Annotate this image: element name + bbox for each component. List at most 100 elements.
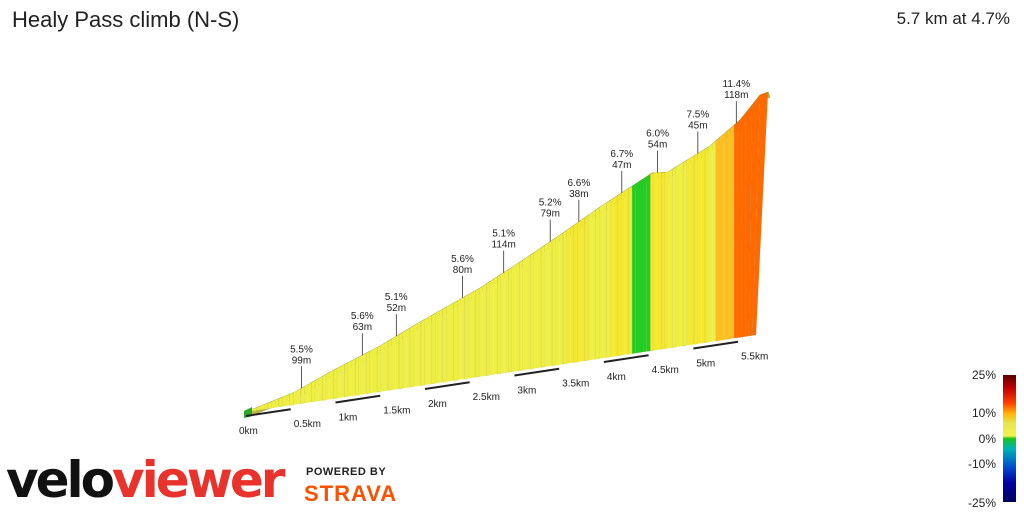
legend-label-0: 0% bbox=[978, 432, 996, 446]
profile-strip bbox=[544, 242, 549, 367]
profile-strip bbox=[581, 217, 585, 362]
x-tick-label: 0km bbox=[239, 426, 258, 437]
profile-strip bbox=[577, 220, 582, 362]
profile-strip bbox=[610, 197, 614, 357]
profile-strip bbox=[584, 214, 589, 362]
profile-strip bbox=[704, 146, 709, 343]
profile-strip bbox=[551, 237, 556, 367]
legend-label-10: 10% bbox=[971, 406, 996, 420]
profile-strip bbox=[664, 171, 669, 349]
profile-strip bbox=[304, 384, 308, 404]
profile-strip bbox=[453, 300, 458, 381]
profile-strip bbox=[752, 92, 768, 336]
profile-strip bbox=[635, 181, 640, 354]
profile-strip bbox=[344, 362, 349, 398]
profile-strip bbox=[329, 370, 334, 400]
segment-length-label: 79m bbox=[540, 209, 559, 220]
profile-strip bbox=[566, 227, 571, 364]
profile-strip bbox=[442, 306, 447, 383]
segment-length-label: 52m bbox=[387, 303, 406, 314]
profile-strip bbox=[548, 240, 552, 367]
profile-strip bbox=[501, 271, 505, 374]
profile-strip bbox=[708, 144, 713, 343]
profile-strip bbox=[391, 336, 396, 390]
profile-strip bbox=[431, 312, 436, 385]
profile-strip bbox=[322, 373, 327, 401]
profile-strip bbox=[661, 171, 666, 350]
profile-strip bbox=[654, 172, 658, 351]
profile-strip bbox=[741, 113, 746, 338]
profile-strip bbox=[573, 222, 578, 363]
profile-strip bbox=[493, 276, 498, 375]
axis-segment bbox=[514, 367, 560, 377]
profile-strip bbox=[537, 247, 542, 368]
profile-strip bbox=[671, 166, 677, 348]
profile-strip bbox=[380, 343, 385, 392]
profile-strip bbox=[275, 398, 279, 408]
climb-summary: 5.7 km at 4.7% bbox=[896, 9, 1010, 28]
profile-strip bbox=[632, 183, 636, 354]
segment-length-label: 54m bbox=[648, 140, 667, 151]
x-tick-label: 3km bbox=[517, 385, 536, 396]
profile-strip bbox=[365, 350, 371, 395]
profile-strip bbox=[723, 131, 727, 340]
profile-strip bbox=[282, 395, 287, 407]
profile-strip bbox=[376, 345, 382, 393]
profile-strip bbox=[693, 153, 698, 345]
profile-strip bbox=[300, 386, 305, 405]
profile-strip bbox=[559, 232, 563, 365]
axis-segment bbox=[693, 340, 739, 350]
distance-axis: 0km 0.5km 1km 1.5km 2km 2.5km 3km 3.5km 4km 4.5km… bbox=[239, 340, 768, 437]
profile-strip bbox=[424, 317, 429, 386]
profile-strip bbox=[737, 117, 742, 339]
profile-strip bbox=[475, 288, 480, 378]
profile-strip bbox=[628, 185, 633, 355]
axis-segment bbox=[603, 354, 649, 363]
profile-face bbox=[244, 92, 768, 418]
profile-strip bbox=[562, 229, 567, 365]
segment-length-label: 38m bbox=[569, 189, 588, 200]
profile-strip bbox=[646, 174, 651, 352]
segment-length-label: 118m bbox=[724, 90, 748, 101]
page-title: Healy Pass climb (N-S) bbox=[12, 7, 240, 32]
x-tick-label: 3.5km bbox=[562, 379, 589, 390]
profile-strip bbox=[686, 158, 691, 346]
segment-gradient-label: 6.7% bbox=[610, 149, 633, 160]
profile-strip bbox=[682, 159, 688, 347]
profile-strip bbox=[606, 199, 611, 358]
profile-strip bbox=[592, 210, 596, 360]
segment-annotations: 5.5%99m5.6%63m5.1%52m5.6%80m5.1%114m5.2%… bbox=[290, 79, 750, 389]
profile-strip bbox=[311, 380, 316, 403]
profile-strip bbox=[435, 311, 440, 384]
powered-by-label: POWERED BY bbox=[306, 466, 387, 478]
x-tick-label: 5km bbox=[696, 358, 715, 369]
profile-strip bbox=[617, 192, 622, 357]
profile-strip bbox=[613, 195, 618, 357]
x-tick-label: 1km bbox=[338, 412, 357, 423]
profile-strip bbox=[595, 206, 600, 360]
profile-strip bbox=[570, 225, 574, 364]
profile-strip bbox=[460, 296, 465, 380]
x-tick-label: 4km bbox=[607, 372, 626, 383]
segment-gradient-label: 5.1% bbox=[492, 229, 515, 240]
profile-strip bbox=[318, 376, 323, 401]
profile-strip bbox=[726, 127, 731, 340]
profile-strip bbox=[697, 151, 702, 344]
profile-strip bbox=[690, 155, 695, 345]
profile-strip bbox=[402, 330, 407, 389]
logo-velo: velo bbox=[6, 451, 115, 509]
segment-length-label: 80m bbox=[453, 265, 472, 276]
segment-gradient-label: 7.5% bbox=[686, 109, 709, 120]
segment-gradient-label: 5.6% bbox=[451, 254, 474, 265]
profile-strip bbox=[657, 172, 662, 350]
profile-strip bbox=[384, 341, 389, 392]
segment-gradient-label: 5.2% bbox=[539, 198, 562, 209]
profile-strip bbox=[267, 401, 272, 409]
profile-strip bbox=[639, 178, 644, 353]
profile-strip bbox=[369, 349, 374, 394]
profile-strip bbox=[358, 355, 363, 395]
profile-strip bbox=[348, 360, 352, 397]
profile-strip bbox=[715, 137, 720, 342]
segment-length-label: 114m bbox=[492, 240, 516, 251]
profile-strip bbox=[340, 364, 345, 398]
